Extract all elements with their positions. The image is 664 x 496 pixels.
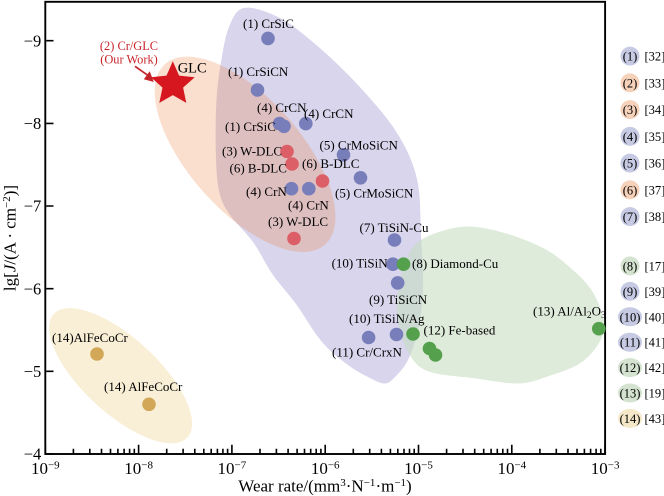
svg-text:(9) TiSiCN: (9) TiSiCN bbox=[369, 292, 428, 307]
svg-text:(14): (14) bbox=[620, 412, 641, 426]
svg-text:[39]: [39] bbox=[645, 285, 664, 299]
svg-text:(6): (6) bbox=[623, 183, 638, 197]
svg-text:(12) Fe-based: (12) Fe-based bbox=[424, 322, 496, 337]
svg-text:(3) W-DLC: (3) W-DLC bbox=[222, 143, 282, 158]
svg-text:(1) CrSiCN: (1) CrSiCN bbox=[228, 64, 289, 79]
svg-text:(8) Diamond-Cu: (8) Diamond-Cu bbox=[412, 256, 499, 271]
svg-text:(1) CrSiC: (1) CrSiC bbox=[225, 119, 276, 134]
svg-text:[42]: [42] bbox=[645, 361, 664, 375]
svg-text:−6: −6 bbox=[24, 279, 42, 298]
svg-text:(14)AlFeCoCr: (14)AlFeCoCr bbox=[52, 330, 129, 345]
svg-text:[17]: [17] bbox=[645, 260, 664, 274]
svg-text:(7) TiSiN-Cu: (7) TiSiN-Cu bbox=[360, 220, 429, 235]
svg-text:−5: −5 bbox=[24, 362, 42, 381]
svg-text:(9): (9) bbox=[623, 285, 638, 299]
svg-text:(10) TiSiN/Ag: (10) TiSiN/Ag bbox=[349, 311, 425, 326]
svg-text:(13): (13) bbox=[620, 387, 641, 401]
svg-text:(11) Cr/CrxN: (11) Cr/CrxN bbox=[332, 344, 403, 359]
svg-text:lg[J/(A · cm−2)]: lg[J/(A · cm−2)] bbox=[1, 185, 20, 291]
svg-text:(4): (4) bbox=[623, 130, 638, 144]
svg-text:(13) Al/Al2O3: (13) Al/Al2O3 bbox=[533, 303, 606, 321]
svg-text:(4) CrN: (4) CrN bbox=[288, 197, 329, 212]
svg-text:(14) AlFeCoCr: (14) AlFeCoCr bbox=[104, 379, 183, 394]
svg-text:(4) CrCN: (4) CrCN bbox=[257, 100, 307, 115]
svg-text:(3) W-DLC: (3) W-DLC bbox=[268, 214, 328, 229]
svg-text:(4) CrCN: (4) CrCN bbox=[304, 106, 354, 121]
svg-text:−7: −7 bbox=[24, 197, 42, 216]
svg-text:[43]: [43] bbox=[645, 412, 664, 426]
svg-text:(8): (8) bbox=[623, 260, 638, 274]
svg-text:[34]: [34] bbox=[645, 103, 664, 117]
svg-text:(11): (11) bbox=[620, 336, 640, 350]
svg-text:(5) CrMoSiCN: (5) CrMoSiCN bbox=[320, 137, 399, 152]
svg-text:(3): (3) bbox=[623, 103, 638, 117]
svg-text:[38]: [38] bbox=[645, 210, 664, 224]
svg-text:(1) CrSiC: (1) CrSiC bbox=[243, 16, 294, 31]
svg-text:(4) CrN: (4) CrN bbox=[246, 184, 287, 199]
svg-text:(5): (5) bbox=[623, 157, 638, 171]
svg-text:[40]: [40] bbox=[645, 310, 664, 324]
svg-text:[37]: [37] bbox=[645, 183, 664, 197]
svg-text:GLC: GLC bbox=[178, 60, 207, 76]
svg-text:[41]: [41] bbox=[645, 336, 664, 350]
svg-text:−8: −8 bbox=[24, 114, 42, 133]
svg-text:(2): (2) bbox=[623, 76, 638, 90]
svg-text:[36]: [36] bbox=[645, 157, 664, 171]
svg-text:(Our Work): (Our Work) bbox=[100, 53, 158, 67]
svg-text:(6) B-DLC: (6) B-DLC bbox=[230, 160, 287, 175]
svg-text:[35]: [35] bbox=[645, 130, 664, 144]
svg-text:−9: −9 bbox=[24, 31, 42, 50]
svg-text:(6) B-DLC: (6) B-DLC bbox=[302, 156, 359, 171]
svg-text:−4: −4 bbox=[24, 445, 42, 464]
svg-text:(10): (10) bbox=[620, 310, 641, 324]
svg-text:[33]: [33] bbox=[645, 76, 664, 90]
svg-text:(5) CrMoSiCN: (5) CrMoSiCN bbox=[335, 185, 414, 200]
svg-text:(12): (12) bbox=[620, 361, 641, 375]
svg-text:(7): (7) bbox=[623, 210, 638, 224]
svg-text:(2) Cr/GLC: (2) Cr/GLC bbox=[100, 39, 158, 53]
svg-text:[32]: [32] bbox=[645, 50, 664, 64]
svg-text:(1): (1) bbox=[623, 50, 638, 64]
svg-text:Wear rate/(mm3·N−1·m−1): Wear rate/(mm3·N−1·m−1) bbox=[238, 477, 411, 496]
svg-text:[19]: [19] bbox=[645, 387, 664, 401]
svg-text:(10) TiSiN: (10) TiSiN bbox=[332, 255, 389, 270]
